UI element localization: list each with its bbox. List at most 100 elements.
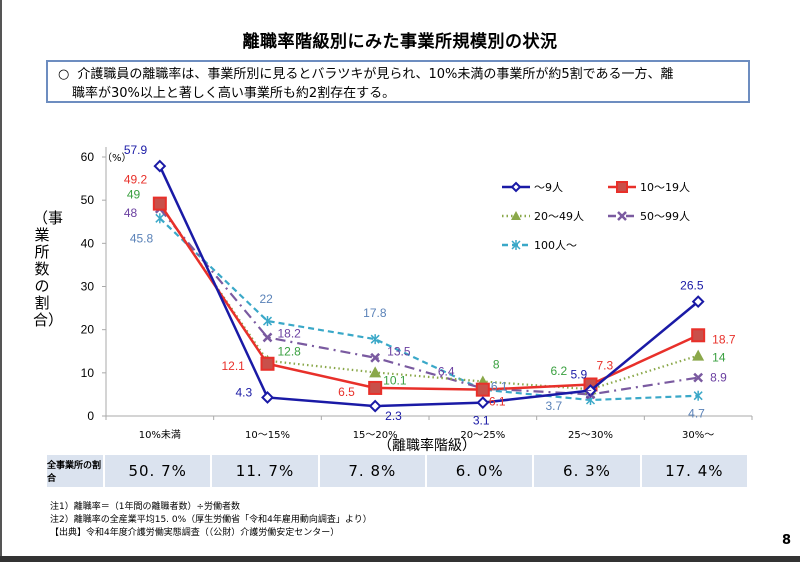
table-cell: 6. 3% [534, 455, 640, 487]
star-marker [370, 334, 380, 345]
data-label: 4.3 [236, 385, 253, 399]
legend-label: 10〜19人 [640, 181, 690, 194]
data-label: 7.3 [597, 358, 614, 372]
data-label: 49 [127, 187, 141, 201]
table-cell: 17. 4% [641, 455, 747, 487]
summary-line-1: ○ 介護職員の離職率は、事業所別に見るとバラツキが見られ、10%未満の事業所が約5… [58, 65, 740, 84]
note-1: 注1）離職率＝（1年間の離職者数）÷労働者数 [50, 502, 240, 512]
diamond-marker [153, 159, 167, 173]
series-line [158, 203, 699, 391]
data-label: 17.8 [363, 306, 387, 320]
data-label: 12.8 [278, 345, 302, 359]
data-label: 4.7 [688, 407, 705, 421]
y-tick-label: 50 [81, 193, 95, 207]
table-cell: 7. 8% [319, 455, 425, 487]
x-marker [617, 211, 627, 221]
diamond-marker [691, 295, 705, 309]
diamond-marker [510, 181, 522, 193]
data-label: 22 [260, 292, 274, 306]
x-tick-label: 10〜15% [245, 430, 290, 441]
data-label: 8.9 [710, 371, 727, 385]
x-axis-label: （離職率階級） [378, 437, 476, 454]
data-label: 8 [493, 357, 500, 371]
table-cell: 11. 7% [212, 455, 318, 487]
diamond-marker [476, 396, 490, 410]
page-bottom-bar [0, 556, 800, 562]
x-marker [693, 372, 704, 383]
data-label: 6.2 [551, 364, 568, 378]
data-label: 10.1 [383, 373, 407, 387]
square-marker [368, 380, 383, 395]
triangle-marker [511, 211, 521, 220]
summary-box: ○ 介護職員の離職率は、事業所別に見るとバラツキが見られ、10%未満の事業所が約5… [46, 60, 750, 103]
data-label: 5.9 [571, 368, 588, 382]
data-label: 5 [586, 387, 593, 401]
data-label: 6.1 [491, 380, 508, 394]
diamond-marker [261, 391, 274, 404]
data-label: 6.4 [438, 364, 455, 378]
y-tick-label: 60 [81, 150, 95, 164]
data-label: 45.8 [130, 231, 154, 245]
y-tick-label: 40 [81, 236, 95, 250]
data-label: 6.1 [489, 395, 506, 409]
legend-label: 100人〜 [534, 239, 577, 252]
legend-item: 〜9人 [502, 181, 563, 194]
square-marker [616, 181, 628, 193]
triangle-marker [692, 349, 705, 361]
data-label: 3.1 [473, 414, 490, 428]
square-marker [475, 382, 490, 397]
square-marker [260, 356, 275, 371]
legend-item: 100人〜 [502, 239, 577, 252]
bullet-icon: ○ [58, 67, 70, 82]
data-label: 6.5 [338, 385, 355, 399]
note-source: 【出典】令和4年度介護労働実態調査（（公財）介護労働安定センター） [50, 528, 340, 538]
x-tick-label: 20〜25% [460, 430, 505, 441]
overall-share-table: 全事業所の割合 50. 7% 11. 7% 7. 8% 6. 0% 6. 3% … [47, 455, 747, 487]
star-marker [511, 240, 521, 250]
chart-axes: 0 10 20 30 40 50 60 （%） 10%未満 10〜15% 15〜20% 20〜25% 2… [81, 147, 753, 454]
star-marker [262, 316, 273, 327]
summary-text-1: 介護職員の離職率は、事業所別に見るとバラツキが見られ、10%未満の事業所が約5割… [77, 67, 674, 82]
chart-series-lines [152, 159, 706, 413]
y-tick-label: 0 [87, 409, 94, 423]
x-tick-label: 15〜20% [353, 430, 398, 441]
legend-label: 50〜99人 [640, 210, 690, 223]
data-label: 18.2 [278, 326, 302, 340]
data-label: 49.2 [124, 173, 148, 187]
star-marker [693, 390, 703, 401]
table-header-cell: 全事業所の割合 [47, 455, 103, 487]
legend-item: 10〜19人 [608, 181, 690, 194]
diamond-marker [368, 399, 382, 413]
chart-legend: 〜9人 10〜19人 20〜49人 50〜99人 100人〜 [502, 181, 690, 252]
data-label: 26.5 [680, 279, 704, 293]
square-marker [152, 196, 167, 211]
legend-item: 20〜49人 [502, 210, 584, 223]
diamond-marker [584, 384, 597, 397]
y-tick-label: 20 [81, 323, 95, 337]
table-cell: 6. 0% [426, 455, 533, 487]
series-line [158, 165, 699, 408]
series-line [159, 217, 699, 402]
y-tick-label: 10 [81, 366, 95, 380]
legend-label: 〜9人 [534, 181, 563, 194]
page-title: 離職率階級別にみた事業所規模別の状況 [242, 32, 558, 52]
square-marker [691, 328, 706, 343]
x-marker [370, 352, 381, 363]
triangle-marker [369, 366, 382, 378]
data-label: 13.5 [387, 345, 411, 359]
x-marker [262, 332, 273, 343]
data-label: 14 [712, 351, 726, 365]
x-tick-label: 25〜30% [568, 430, 613, 441]
data-label: 12.1 [222, 359, 246, 373]
y-tick-label: 30 [81, 280, 95, 294]
x-tick-label: 30%〜 [682, 430, 714, 441]
data-label: 48 [124, 206, 138, 220]
summary-text-2: 職率が30%以上と著しく高い事業所も約2割存在する。 [72, 86, 396, 101]
data-label: 57.9 [124, 143, 148, 157]
chart-data-labels: 57.9 4.3 2.3 3.1 5.9 26.5 49.2 12.1 6.5 6.1 7.3 18.… [124, 143, 736, 428]
y-unit-label: （%） [102, 152, 132, 164]
data-label: 18.7 [712, 332, 736, 346]
legend-item: 50〜99人 [608, 210, 690, 223]
notes: 注1）離職率＝（1年間の離職者数）÷労働者数 注2）離職率の全産業平均15. 0… [50, 501, 372, 540]
page-number: 8 [781, 533, 791, 548]
